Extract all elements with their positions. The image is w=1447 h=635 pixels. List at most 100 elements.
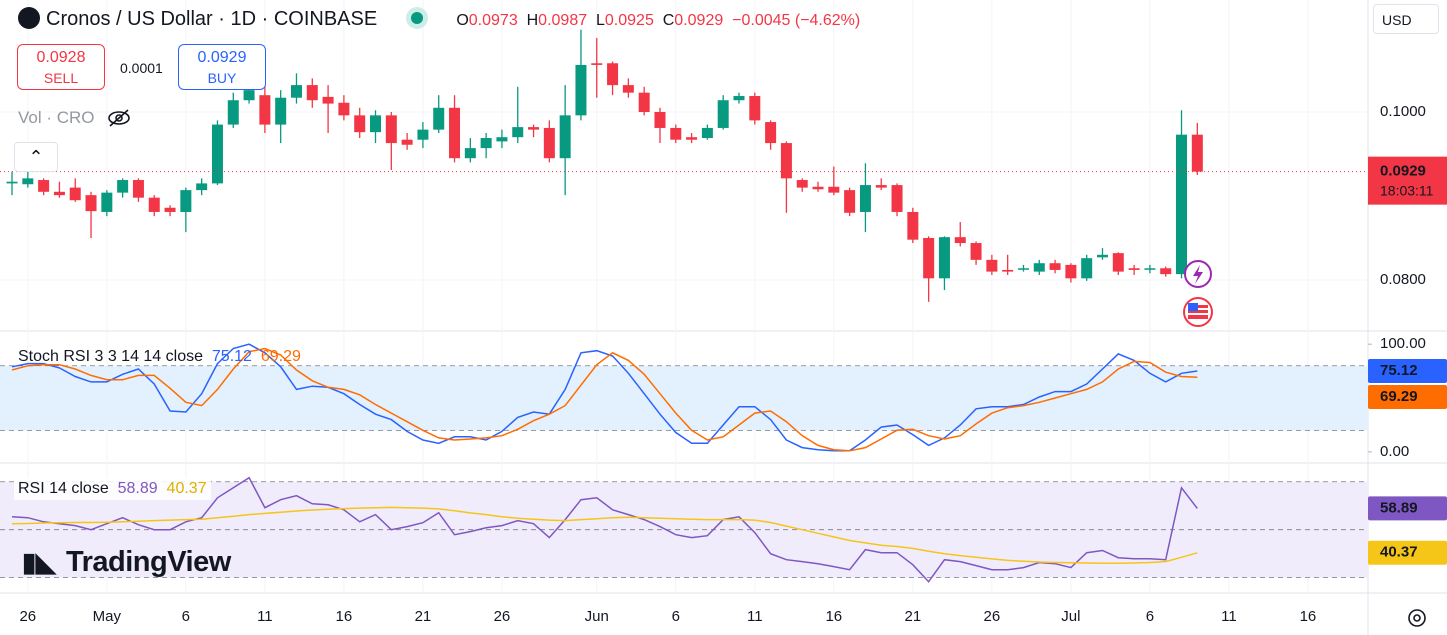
sell-button[interactable]: 0.0928 SELL xyxy=(17,44,105,90)
legend-value: 58.89 xyxy=(117,480,158,497)
candle-body xyxy=(796,180,808,188)
settings-icon[interactable] xyxy=(1404,605,1430,631)
legend-value: 40.37 xyxy=(166,480,207,497)
indicator-title: Stoch RSI 3 3 14 14 close xyxy=(18,348,203,365)
candle-body xyxy=(812,186,824,190)
candle-body xyxy=(638,92,650,112)
change-percent: (−4.62%) xyxy=(794,12,861,29)
candle-body xyxy=(717,100,729,128)
value-badge: 58.89 xyxy=(1380,499,1418,516)
buy-button[interactable]: 0.0929 BUY xyxy=(178,44,266,90)
countdown: 18:03:11 xyxy=(1380,182,1434,198)
event-icons xyxy=(1183,260,1213,327)
candle-body xyxy=(907,211,919,240)
y-tick-label: 0.0800 xyxy=(1380,271,1426,288)
ohlc-label: H xyxy=(526,12,539,29)
candle-body xyxy=(370,115,382,133)
logo: ▮◣ TradingView xyxy=(22,546,231,578)
spread: 0.0001 xyxy=(120,60,163,76)
candle-body xyxy=(1096,254,1108,258)
y-tick-label: 0.00 xyxy=(1380,443,1409,460)
candle-body xyxy=(891,185,903,212)
sell-price: 0.0928 xyxy=(36,49,86,66)
candle-body xyxy=(1017,268,1029,270)
candle-body xyxy=(844,190,856,213)
x-tick-label: Jul xyxy=(1061,608,1080,625)
candle-body xyxy=(686,137,698,140)
candle-body xyxy=(180,190,192,212)
indicator-title: RSI 14 close xyxy=(18,480,109,497)
candle-body xyxy=(196,183,208,191)
candle-body xyxy=(1160,268,1172,275)
candle-body xyxy=(701,127,713,139)
x-tick-label: 21 xyxy=(415,608,432,625)
candle-body xyxy=(1176,134,1188,275)
value-badge: 40.37 xyxy=(1380,544,1418,561)
candle-body xyxy=(749,96,761,121)
candle-body xyxy=(69,187,81,201)
candle-body xyxy=(938,237,950,279)
candle-body xyxy=(828,186,840,193)
x-tick-label: 26 xyxy=(494,608,511,625)
x-tick-label: 26 xyxy=(984,608,1001,625)
ohlc-value: 0.0973 xyxy=(468,12,518,29)
candle-body xyxy=(480,138,492,149)
x-tick-label: 16 xyxy=(336,608,353,625)
candle-body xyxy=(670,127,682,140)
candle-body xyxy=(417,129,429,140)
value-badge: 75.12 xyxy=(1380,362,1418,379)
x-tick-label: 11 xyxy=(747,608,763,625)
indicator-line xyxy=(11,476,1198,583)
candle-body xyxy=(559,115,571,159)
candle-body xyxy=(449,107,461,159)
x-tick-label: 11 xyxy=(1221,608,1237,625)
buy-price: 0.0929 xyxy=(197,49,247,66)
collapse-button[interactable]: ⌃ xyxy=(14,142,58,172)
hide-icon[interactable] xyxy=(107,108,131,128)
currency-button[interactable]: USD xyxy=(1373,4,1439,34)
candle-body xyxy=(338,102,350,116)
candle-body xyxy=(290,85,302,98)
logo-text: TradingView xyxy=(66,546,231,578)
symbol[interactable]: Cronos / US Dollar · 1D · COINBASE xyxy=(46,8,378,30)
buy-label: BUY xyxy=(207,70,237,86)
indicator-line xyxy=(11,343,1198,452)
candle-body xyxy=(1081,258,1093,279)
x-tick-label: 6 xyxy=(672,608,680,625)
candle-body xyxy=(1065,264,1077,279)
volume-legend: Vol · CRO xyxy=(18,108,131,128)
x-tick-label: Jun xyxy=(585,608,609,625)
candle-body xyxy=(512,127,524,138)
x-tick-label: 26 xyxy=(19,608,36,625)
candle-body xyxy=(1002,269,1014,272)
value-badge: 69.29 xyxy=(1380,388,1418,405)
x-tick-label: 16 xyxy=(1300,608,1317,625)
candle-body xyxy=(464,148,476,159)
legend-value: 75.12 xyxy=(211,348,252,365)
x-tick-label: 16 xyxy=(825,608,842,625)
value-badge-bg xyxy=(1368,384,1447,409)
candle-body xyxy=(1033,263,1045,272)
x-tick-label: 6 xyxy=(182,608,190,625)
candle-body xyxy=(654,111,666,128)
candle-body xyxy=(923,238,935,279)
value-badge-bg xyxy=(1368,358,1447,383)
candle-body xyxy=(1049,263,1061,270)
candle-body xyxy=(970,243,982,260)
candle-body xyxy=(765,122,777,144)
candle-body xyxy=(575,64,587,116)
candle-body xyxy=(733,96,745,101)
candle-body xyxy=(306,85,318,101)
ohlc-value: 0.0925 xyxy=(604,12,654,29)
candle-body xyxy=(38,180,50,192)
legend-value: 69.29 xyxy=(260,348,301,365)
candle-body xyxy=(780,143,792,179)
candle-body xyxy=(227,100,239,125)
indicator-line xyxy=(11,347,1198,452)
candle-body xyxy=(211,124,223,184)
candle-body xyxy=(1112,253,1124,272)
candle-body xyxy=(1191,134,1203,172)
ohlc-label: C xyxy=(662,12,675,29)
